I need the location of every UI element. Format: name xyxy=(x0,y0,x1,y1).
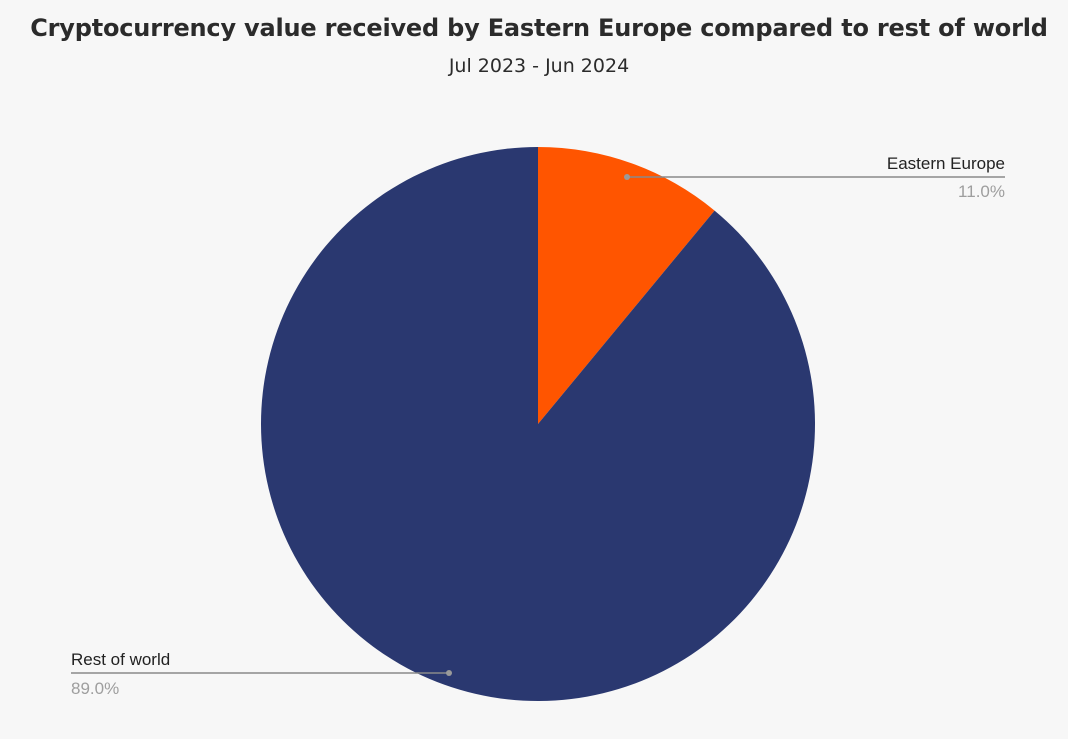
slice-label: Eastern Europe xyxy=(887,154,1005,173)
chart-subtitle: Jul 2023 - Jun 2024 xyxy=(448,55,630,77)
slice-value-label: 11.0% xyxy=(958,182,1005,201)
slice-label: Rest of world xyxy=(71,650,170,669)
slice-value-label: 89.0% xyxy=(71,679,119,698)
pie-slice-rest-of-world xyxy=(260,147,815,701)
callout-dot xyxy=(624,174,630,180)
chart-title: Cryptocurrency value received by Eastern… xyxy=(30,14,1048,42)
pie-slice-eastern-europe xyxy=(538,147,715,424)
callout-dot xyxy=(446,670,452,676)
